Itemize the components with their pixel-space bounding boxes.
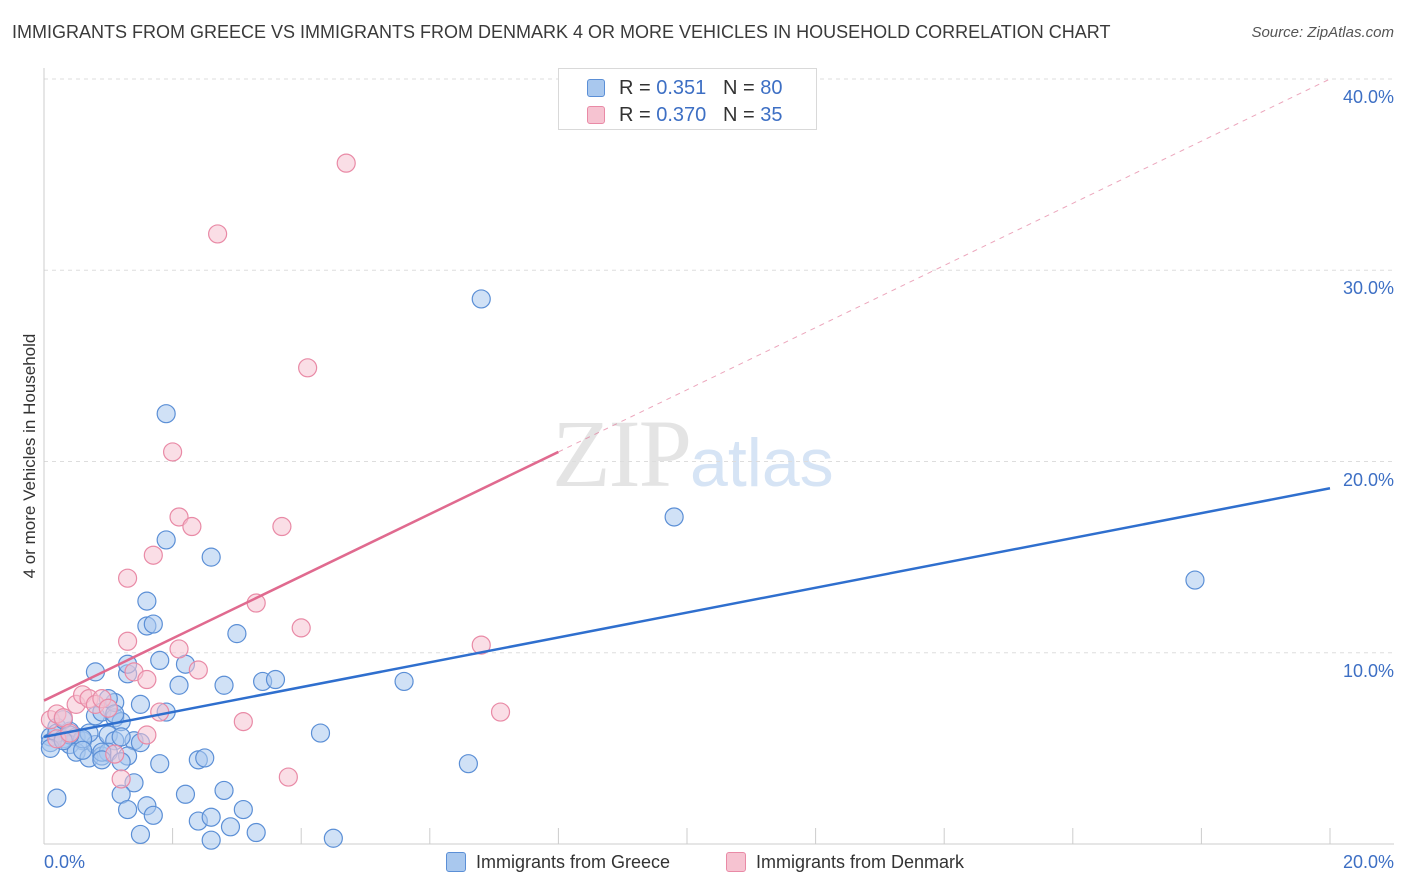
denmark-point bbox=[163, 442, 183, 462]
legend-swatch-greece bbox=[587, 79, 605, 97]
greece-point bbox=[137, 591, 157, 611]
greece-point bbox=[143, 805, 163, 825]
y-tick-label-20: 20.0% bbox=[1342, 469, 1394, 490]
denmark-point bbox=[188, 660, 208, 680]
denmark-point bbox=[117, 568, 138, 588]
chart-title: IMMIGRANTS FROM GREECE VS IMMIGRANTS FRO… bbox=[12, 22, 1111, 42]
watermark-zip: ZIP bbox=[552, 400, 692, 507]
y-tick-label-40: 40.0% bbox=[1342, 87, 1394, 107]
denmark-point bbox=[278, 767, 298, 787]
legend-n-label: N = bbox=[722, 104, 761, 126]
greece-point bbox=[214, 780, 234, 801]
y-tick-label-30: 30.0% bbox=[1342, 278, 1394, 299]
greece-point bbox=[150, 754, 170, 774]
greece-point bbox=[195, 748, 215, 768]
denmark-point bbox=[117, 631, 138, 651]
greece-point bbox=[265, 669, 286, 690]
y-axis-label: 4 or more Vehicles in Household bbox=[20, 333, 39, 579]
bottom-legend-label-denmark: Immigrants from Denmark bbox=[756, 852, 965, 872]
denmark-point bbox=[471, 635, 491, 655]
greece-point bbox=[150, 650, 170, 671]
greece-point bbox=[130, 824, 151, 845]
bottom-legend-label-greece: Immigrants from Greece bbox=[476, 852, 671, 872]
legend-n-value-denmark: 35 bbox=[760, 104, 783, 126]
greece-point bbox=[156, 404, 176, 424]
greece-point bbox=[47, 788, 67, 808]
y-tick-label-10: 10.0% bbox=[1342, 660, 1394, 681]
legend-r-label: R = bbox=[619, 104, 657, 126]
source-label: Source: ZipAtlas.com bbox=[1251, 24, 1394, 41]
watermark: ZIPatlas bbox=[552, 398, 834, 509]
greece-point bbox=[169, 675, 189, 695]
greece-point bbox=[175, 784, 196, 804]
denmark-point bbox=[169, 507, 189, 527]
denmark-trend-line bbox=[43, 450, 559, 702]
greece-point bbox=[394, 671, 414, 692]
greece-point bbox=[310, 723, 331, 743]
greece-point bbox=[72, 740, 93, 760]
greece-point bbox=[246, 822, 266, 843]
legend-r-value-denmark: 0.370 bbox=[656, 104, 707, 126]
greece-point bbox=[227, 624, 247, 644]
denmark-point bbox=[169, 639, 189, 659]
greece-point bbox=[664, 507, 684, 527]
denmark-trend-extension bbox=[558, 78, 1331, 453]
greece-point bbox=[323, 828, 343, 848]
greece-point bbox=[143, 614, 163, 634]
greece-point bbox=[471, 289, 491, 309]
greece-point bbox=[117, 799, 138, 820]
greece-point bbox=[233, 799, 253, 820]
denmark-point bbox=[208, 224, 228, 244]
bottom-legend-swatch-denmark bbox=[726, 852, 746, 872]
greece-point bbox=[214, 675, 234, 695]
denmark-point bbox=[272, 516, 292, 537]
greece-point bbox=[220, 817, 241, 837]
denmark-point bbox=[298, 358, 318, 378]
greece-point bbox=[156, 530, 176, 550]
denmark-point bbox=[98, 698, 118, 718]
legend-r-value-greece: 0.351 bbox=[656, 77, 707, 99]
legend-swatch-denmark bbox=[587, 106, 605, 124]
bottom-legend-greece: Immigrants from Greece bbox=[446, 852, 670, 873]
legend-text-greece: R = 0.351 N = 80 bbox=[619, 77, 782, 100]
legend-r-label: R = bbox=[619, 77, 657, 99]
legend-n-value-greece: 80 bbox=[760, 77, 783, 99]
denmark-point bbox=[105, 744, 125, 764]
watermark-atlas: atlas bbox=[690, 425, 834, 501]
x-tick-label-min: 0.0% bbox=[44, 852, 86, 872]
denmark-point bbox=[137, 725, 157, 745]
greece-point bbox=[201, 547, 221, 567]
bottom-legend-swatch-greece bbox=[446, 852, 466, 872]
bottom-legend-denmark: Immigrants from Denmark bbox=[726, 852, 964, 873]
denmark-point bbox=[137, 669, 157, 690]
greece-point bbox=[458, 754, 478, 774]
denmark-point bbox=[291, 618, 311, 638]
denmark-point bbox=[490, 702, 511, 722]
denmark-point bbox=[143, 545, 163, 565]
denmark-point bbox=[233, 711, 253, 732]
greece-point bbox=[201, 807, 221, 827]
denmark-point bbox=[111, 769, 131, 789]
greece-point bbox=[111, 727, 131, 747]
legend-text-denmark: R = 0.370 N = 35 bbox=[619, 104, 782, 127]
greece-point bbox=[130, 694, 151, 714]
legend-n-label: N = bbox=[722, 77, 761, 99]
greece-point bbox=[201, 830, 221, 850]
correlation-legend: R = 0.351 N = 80 R = 0.370 N = 35 bbox=[558, 68, 817, 130]
x-tick-label-max: 20.0% bbox=[1342, 852, 1394, 872]
denmark-point bbox=[182, 516, 202, 537]
greece-trend-line bbox=[43, 487, 1331, 739]
greece-point bbox=[1185, 570, 1205, 590]
denmark-point bbox=[336, 153, 356, 173]
